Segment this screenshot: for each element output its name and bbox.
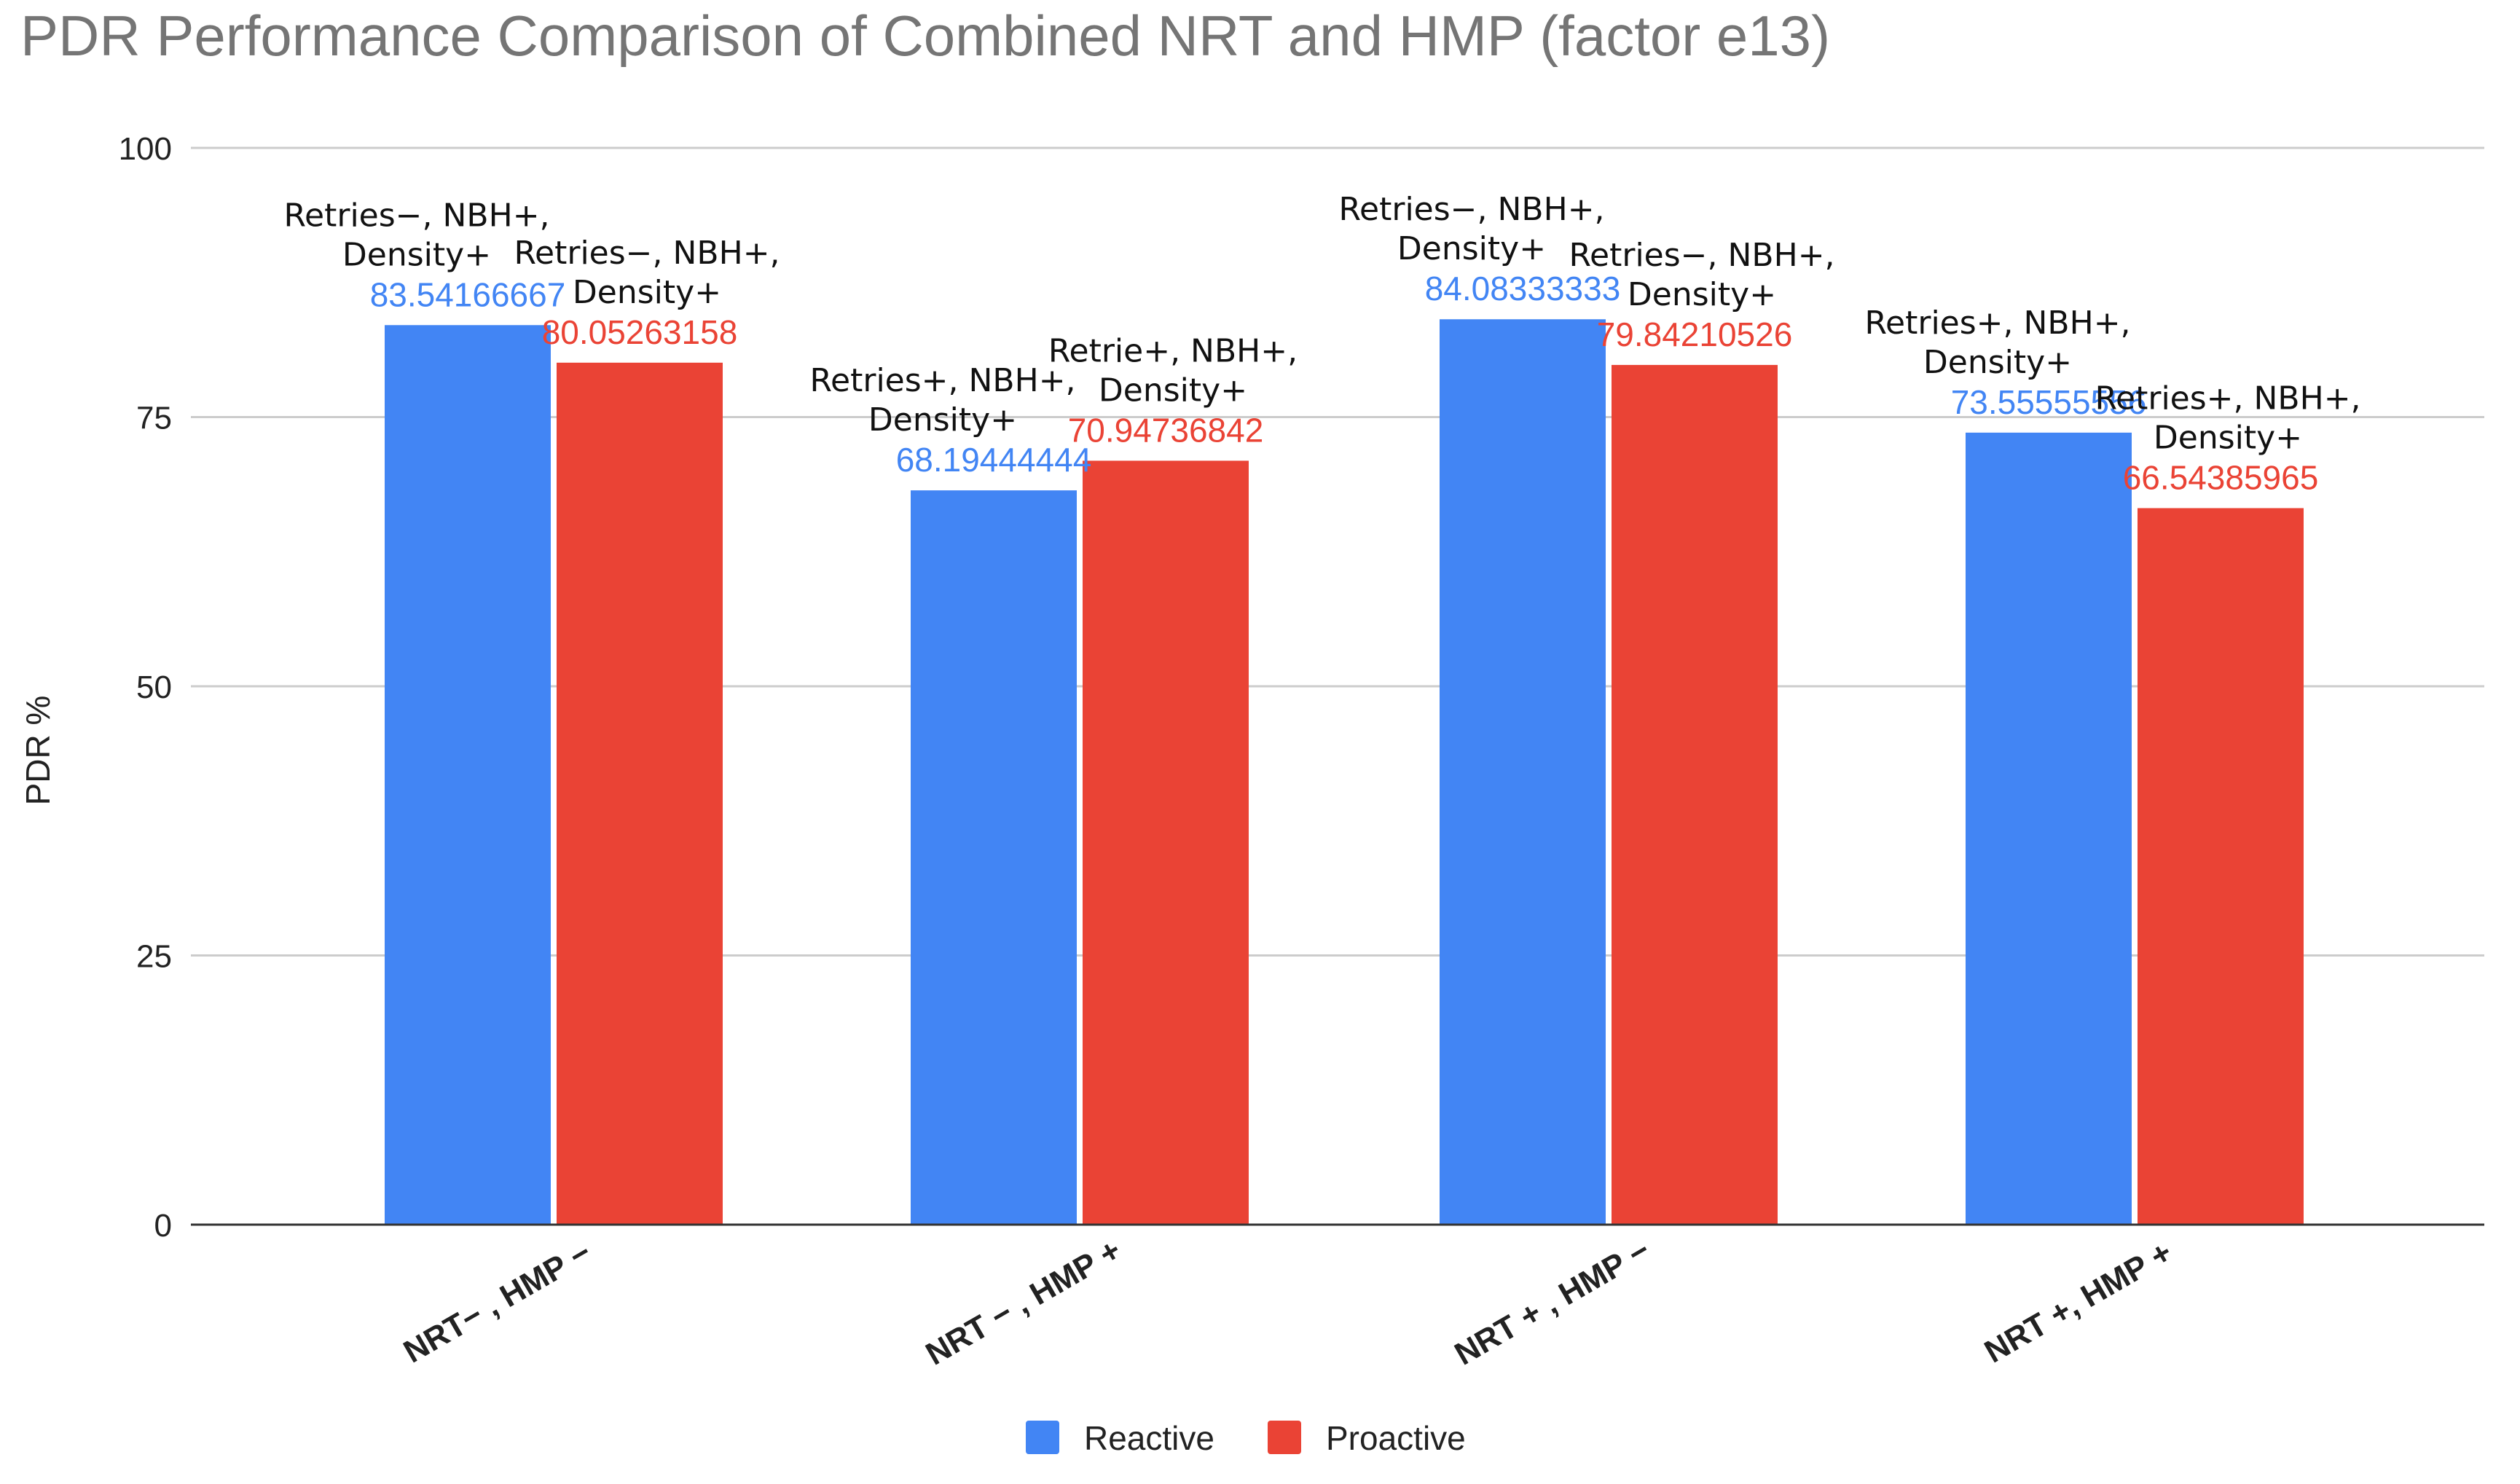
value-label-reactive: 83.54166667 xyxy=(370,275,566,313)
annotation-reactive: Retries+, NBH+, xyxy=(809,362,1075,399)
y-tick-label: 25 xyxy=(136,939,172,975)
value-label-proactive: 70.94736842 xyxy=(1068,411,1264,449)
bar-reactive xyxy=(911,490,1077,1225)
annotation-reactive: Density+ xyxy=(868,401,1017,439)
y-tick-label: 75 xyxy=(136,401,172,436)
y-tick-label: 100 xyxy=(119,131,172,167)
value-label-reactive: 84.08333333 xyxy=(1425,270,1621,307)
legend: Reactive Proactive xyxy=(1026,1419,1466,1457)
annotation-proactive: Retries−, NBH+, xyxy=(1569,237,1834,274)
chart-title: PDR Performance Comparison of Combined N… xyxy=(20,4,1830,68)
annotation-proactive: Retries+, NBH+, xyxy=(2095,380,2360,417)
legend-swatch-reactive xyxy=(1026,1421,1059,1454)
annotation-reactive: Density+ xyxy=(342,236,491,273)
y-axis-label: PDR % xyxy=(19,696,57,806)
annotation-proactive: Density+ xyxy=(573,274,721,311)
annotation-proactive: Retrie+, NBH+, xyxy=(1048,332,1298,369)
value-label-reactive: 68.19444444 xyxy=(896,441,1092,479)
value-label-proactive: 80.05263158 xyxy=(542,313,738,351)
annotation-reactive: Retries−, NBH+, xyxy=(1338,191,1604,228)
annotation-proactive: Retries−, NBH+, xyxy=(514,235,780,272)
bar-proactive xyxy=(1083,460,1249,1225)
annotation-reactive: Retries+, NBH+, xyxy=(1864,305,2130,342)
y-tick-label: 50 xyxy=(136,670,172,705)
bar-reactive xyxy=(1966,432,2132,1225)
bar-reactive xyxy=(1440,319,1606,1225)
annotation-proactive: Density+ xyxy=(1099,372,1247,409)
annotation-proactive: Density+ xyxy=(1628,276,1776,313)
bar-proactive xyxy=(2138,508,2304,1225)
bars xyxy=(385,319,2304,1225)
value-label-proactive: 79.84210526 xyxy=(1597,315,1793,353)
y-tick-label: 0 xyxy=(154,1208,172,1244)
bar-proactive xyxy=(1612,364,1778,1225)
annotation-reactive: Density+ xyxy=(1397,230,1546,267)
legend-label-proactive: Proactive xyxy=(1326,1419,1466,1457)
value-label-reactive: 73.55555556 xyxy=(1951,383,2147,421)
annotation-reactive: Retries−, NBH+, xyxy=(283,197,549,234)
bar-proactive xyxy=(557,362,723,1225)
value-label-proactive: 66.54385965 xyxy=(2123,458,2319,496)
annotation-proactive: Density+ xyxy=(2154,419,2302,456)
legend-label-reactive: Reactive xyxy=(1084,1419,1214,1457)
y-axis-ticks: 0 25 50 75 100 xyxy=(119,131,172,1244)
bar-reactive xyxy=(385,325,551,1225)
annotation-reactive: Density+ xyxy=(1923,344,2072,381)
legend-swatch-proactive xyxy=(1268,1421,1301,1454)
